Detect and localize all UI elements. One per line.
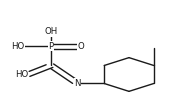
Text: N: N: [74, 79, 81, 88]
Text: OH: OH: [44, 27, 58, 36]
Text: HO: HO: [15, 70, 28, 79]
Text: O: O: [78, 42, 84, 51]
Text: P: P: [48, 42, 54, 51]
Text: HO: HO: [11, 42, 24, 51]
